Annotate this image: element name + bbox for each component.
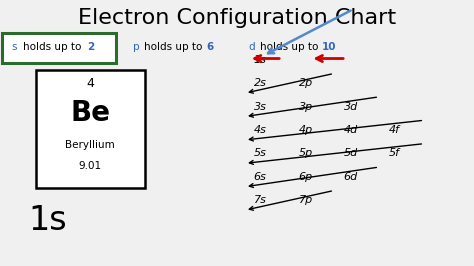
- Text: 5s: 5s: [254, 148, 266, 159]
- Text: 4s: 4s: [254, 125, 266, 135]
- FancyBboxPatch shape: [2, 33, 116, 63]
- Text: 2: 2: [87, 42, 94, 52]
- Text: 1s: 1s: [254, 55, 266, 65]
- FancyBboxPatch shape: [36, 70, 145, 188]
- Text: Electron Configuration Chart: Electron Configuration Chart: [78, 8, 396, 28]
- Text: 3s: 3s: [254, 102, 266, 112]
- Text: 4p: 4p: [299, 125, 313, 135]
- Text: 1s: 1s: [28, 204, 67, 237]
- Text: 2s: 2s: [254, 78, 266, 88]
- Text: p: p: [133, 42, 139, 52]
- Text: 6s: 6s: [254, 172, 266, 182]
- Text: 2p: 2p: [299, 78, 313, 88]
- Text: 10: 10: [321, 42, 336, 52]
- Text: 6: 6: [206, 42, 213, 52]
- Text: holds up to: holds up to: [23, 42, 81, 52]
- Text: d: d: [249, 42, 255, 52]
- Text: holds up to: holds up to: [144, 42, 202, 52]
- Text: s: s: [12, 42, 18, 52]
- Text: Beryllium: Beryllium: [65, 140, 115, 150]
- Text: 7s: 7s: [254, 195, 266, 205]
- Text: 3p: 3p: [299, 102, 313, 112]
- Text: 4: 4: [86, 77, 94, 90]
- Text: 5d: 5d: [344, 148, 358, 159]
- Text: 4d: 4d: [344, 125, 358, 135]
- Text: 5f: 5f: [389, 148, 400, 159]
- Text: 5p: 5p: [299, 148, 313, 159]
- Text: 6d: 6d: [344, 172, 358, 182]
- Text: holds up to: holds up to: [260, 42, 318, 52]
- Text: 6p: 6p: [299, 172, 313, 182]
- Text: 3d: 3d: [344, 102, 358, 112]
- Text: 9.01: 9.01: [79, 161, 101, 171]
- Text: 4f: 4f: [389, 125, 400, 135]
- Text: 7p: 7p: [299, 195, 313, 205]
- Text: Be: Be: [70, 99, 110, 127]
